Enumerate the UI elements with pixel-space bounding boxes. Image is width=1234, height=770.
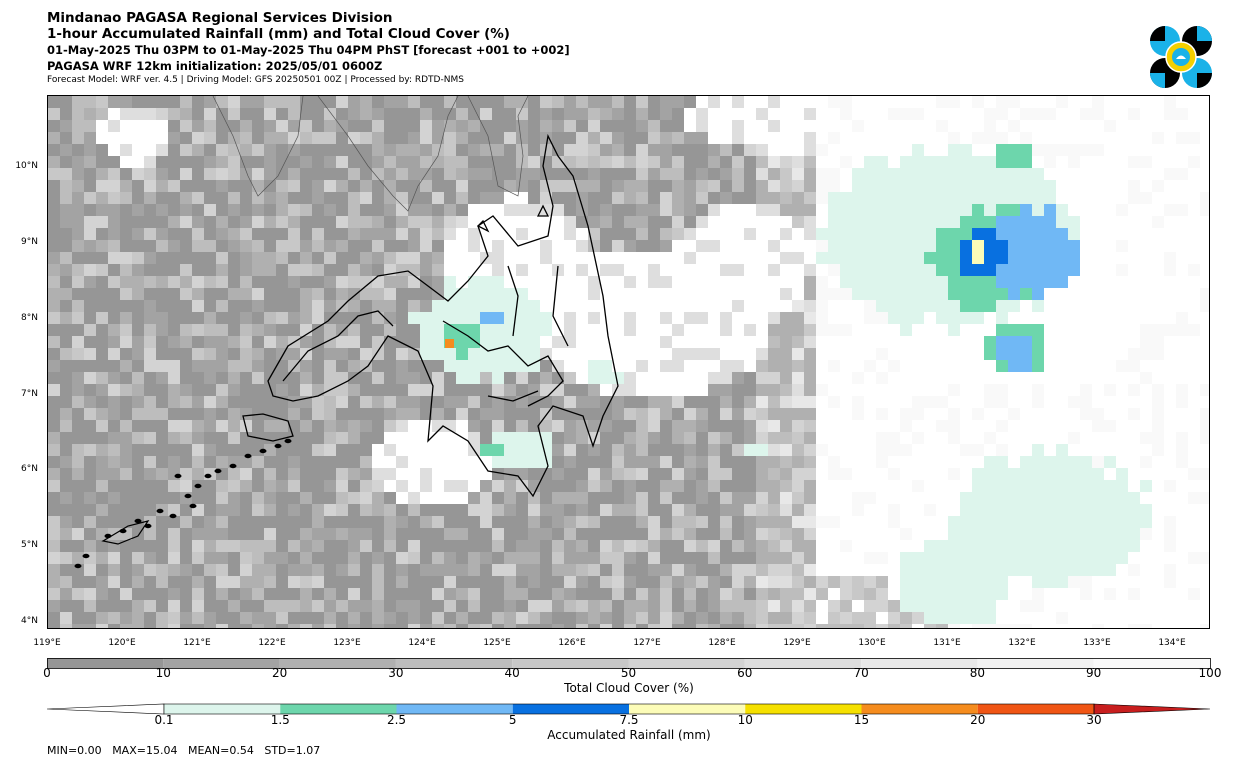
cloud-cover-colorbar <box>47 658 1211 669</box>
rain-tick-label: 0.1 <box>154 713 174 727</box>
map-canvas[interactable] <box>48 96 1210 629</box>
lon-label: 121°E <box>183 638 211 648</box>
islet-coastline <box>476 204 550 233</box>
lon-label: 128°E <box>708 638 736 648</box>
cloud-tick-label: 100 <box>1198 666 1222 680</box>
rain-tick-label: 20 <box>970 713 986 727</box>
cloud-bin <box>628 658 745 668</box>
rain-bin <box>861 704 978 714</box>
region-boundary <box>442 320 564 407</box>
lon-label: 126°E <box>558 638 586 648</box>
cloud-bin <box>861 658 978 668</box>
lon-label: 133°E <box>1083 638 1111 648</box>
validity-period: 01-May-2025 Thu 03PM to 01-May-2025 Thu … <box>47 43 570 57</box>
cloud-tick-label: 50 <box>620 666 637 680</box>
rain-bin <box>629 704 746 714</box>
rainfall-layer <box>408 144 1152 624</box>
lon-label: 134°E <box>1158 638 1186 648</box>
rain-tick-label: 10 <box>737 713 753 727</box>
lat-label: 10°N <box>15 161 38 172</box>
cloud-cover-layer <box>48 96 1209 628</box>
cloud-colorbar-title: Total Cloud Cover (%) <box>564 681 694 695</box>
rain-colorbar-title: Accumulated Rainfall (mm) <box>547 728 711 742</box>
lon-label: 124°E <box>408 638 436 648</box>
lat-label: 6°N <box>21 464 38 475</box>
model-initialization: PAGASA WRF 12km initialization: 2025/05/… <box>47 59 383 73</box>
cloud-tick-label: 80 <box>969 666 986 680</box>
jolo-coastline <box>101 520 150 545</box>
rain-bin <box>164 704 281 714</box>
rain-bin <box>977 704 1094 714</box>
lon-label: 130°E <box>858 638 886 648</box>
cloud-tick-label: 0 <box>43 666 51 680</box>
cloud-tick-label: 20 <box>271 666 288 680</box>
rainfall-colorbar <box>46 703 1211 715</box>
cloud-bin <box>279 658 396 668</box>
province-boundary <box>487 265 569 402</box>
cloud-bin <box>47 658 164 668</box>
lon-label: 132°E <box>1008 638 1036 648</box>
statistics-line: MIN=0.00 MAX=15.04 MEAN=0.54 STD=1.07 <box>47 744 320 757</box>
product-title: 1-hour Accumulated Rainfall (mm) and Tot… <box>47 26 510 42</box>
lon-label: 120°E <box>108 638 136 648</box>
rain-bin <box>280 704 397 714</box>
rain-tick-label: 1.5 <box>270 713 290 727</box>
rain-tick-label: 15 <box>853 713 870 727</box>
cloud-tick-label: 10 <box>155 666 171 680</box>
lon-label: 123°E <box>333 638 361 648</box>
lat-label: 4°N <box>21 616 38 626</box>
lat-label: 5°N <box>21 540 38 551</box>
rain-bin <box>396 704 513 714</box>
coastline-layer <box>242 133 619 498</box>
rain-tick-label: 7.5 <box>619 713 639 727</box>
lat-label: 8°N <box>21 312 38 323</box>
rain-tick-label: 5 <box>508 713 517 727</box>
lon-label: 125°E <box>483 638 511 648</box>
pagasa-logo-icon <box>1150 26 1212 88</box>
cloud-tick-label: 40 <box>504 666 520 680</box>
lon-label: 131°E <box>933 638 961 648</box>
weather-map[interactable] <box>47 95 1210 629</box>
visayas-coastline <box>212 96 529 212</box>
rain-bin <box>512 704 629 714</box>
lat-label: 9°N <box>21 237 38 247</box>
cloud-bin <box>512 658 629 668</box>
rain-max-cell <box>445 339 454 348</box>
rain-bin <box>745 704 862 714</box>
zamboanga-boundary <box>282 310 394 382</box>
basilan-coastline <box>242 413 294 442</box>
cloud-bin <box>744 658 862 668</box>
lon-label: 122°E <box>258 638 286 648</box>
mindanao-coastline <box>267 133 619 498</box>
rain-tick-label: 2.5 <box>386 713 407 727</box>
cloud-tick-label: 30 <box>388 666 404 680</box>
stat-mean: MEAN=0.54 <box>187 744 254 757</box>
lon-label: 127°E <box>633 638 661 648</box>
cloud-tick-label: 90 <box>1086 666 1102 680</box>
cloud-bin <box>1093 658 1210 668</box>
cloud-bin <box>977 658 1094 668</box>
product-org-title: Mindanao PAGASA Regional Services Divisi… <box>47 10 393 26</box>
cloud-bin <box>163 658 280 668</box>
lat-label: 7°N <box>21 388 38 399</box>
stat-std: STD=1.07 <box>264 744 321 757</box>
cloud-tick-label: 60 <box>737 666 753 680</box>
stat-min: MIN=0.00 <box>47 744 102 757</box>
lon-label: 129°E <box>783 638 811 648</box>
model-metadata: Forecast Model: WRF ver. 4.5 | Driving M… <box>47 75 464 85</box>
cloud-tick-label: 70 <box>853 666 869 680</box>
cloud-bin <box>395 658 513 668</box>
lon-label: 119°E <box>33 638 61 648</box>
rain-tick-label: 30 <box>1086 713 1102 727</box>
stat-max: MAX=15.04 <box>112 744 178 757</box>
